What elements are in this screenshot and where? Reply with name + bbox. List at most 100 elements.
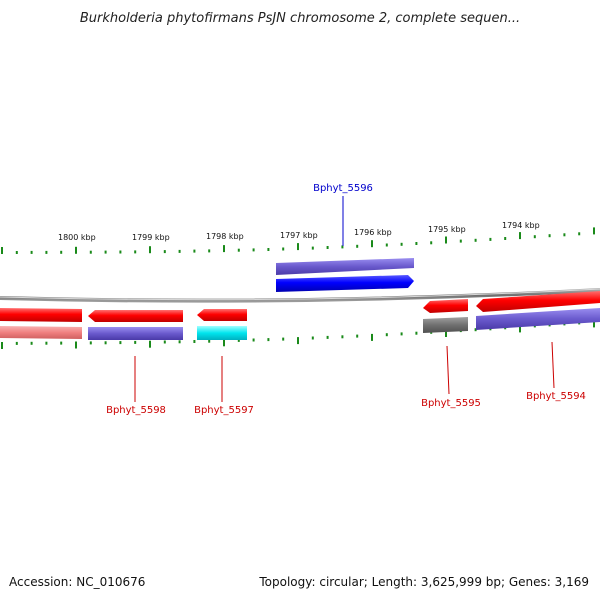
minor-tick [60,250,63,254]
major-tick [519,232,521,240]
minor-tick [356,244,359,248]
minor-tick [341,245,344,249]
gene-cds-bphyt-5594[interactable] [476,291,600,312]
minor-tick [237,248,240,252]
major-tick [445,236,447,244]
minor-tick [208,249,211,253]
gene-feature-partial-left[interactable] [0,326,82,339]
gene-labels: Bphyt_5596 Bphyt_5598 Bphyt_5597 Bphyt_5… [106,183,586,416]
major-tick [75,341,77,349]
forward-strand-features [276,258,414,292]
minor-tick [578,232,581,236]
gene-cds-bphyt-5598[interactable] [88,310,183,322]
scale-label-1798-kbp: 1798 kbp [206,232,244,241]
major-tick [75,246,77,254]
major-tick [223,339,225,347]
minor-tick [15,341,18,345]
scale-label-1799-kbp: 1799 kbp [132,233,170,242]
gene-label-bphyt-5597[interactable]: Bphyt_5597 [194,405,254,416]
minor-tick [311,246,314,250]
minor-tick [533,235,536,239]
major-tick [593,320,595,328]
gene-cds-bphyt-5596[interactable] [276,275,414,292]
gene-feature-bphyt-5594[interactable] [476,308,600,330]
minor-tick [252,338,255,342]
minor-tick [311,336,314,340]
minor-tick [356,334,359,338]
gene-feature-bphyt-5595[interactable] [423,317,468,333]
minor-tick [45,250,48,254]
minor-tick [474,328,477,332]
upper-scale-ticks [1,227,595,254]
major-tick [519,325,521,333]
scale-label-1794-kbp: 1794 kbp [502,221,540,230]
callout-line-bphyt-5594 [551,341,555,389]
minor-tick [163,340,166,344]
minor-tick [415,242,418,245]
major-tick [593,227,595,235]
major-tick [371,333,373,341]
gene-label-bphyt-5595[interactable]: Bphyt_5595 [421,398,481,409]
minor-tick [193,249,196,253]
gene-label-bphyt-5596[interactable]: Bphyt_5596 [313,183,373,194]
minor-tick [326,335,329,339]
minor-tick [237,338,240,342]
minor-tick [104,250,107,254]
minor-tick [400,242,403,246]
genome-summary-text: Topology: circular; Length: 3,625,999 bp… [259,575,589,589]
chromosome-backbone-highlight [0,288,600,301]
minor-tick [459,239,462,243]
minor-tick [282,337,285,341]
minor-tick [548,234,551,238]
chromosome-backbone [0,288,600,303]
minor-tick [193,340,196,343]
gene-feature-bphyt-5598[interactable] [88,327,183,340]
minor-tick [178,249,181,253]
accession-text: Accession: NC_010676 [9,575,146,589]
minor-tick [89,250,92,254]
major-tick [297,337,299,345]
minor-tick [178,340,181,344]
gene-label-bphyt-5598[interactable]: Bphyt_5598 [106,405,166,416]
gene-feature-bphyt-5596-upper[interactable] [276,258,414,275]
major-tick [371,240,373,248]
minor-tick [134,340,137,344]
scale-labels: 1800 kbp 1799 kbp 1798 kbp 1797 kbp 1796… [58,221,540,242]
minor-tick [563,233,566,237]
scale-label-1796-kbp: 1796 kbp [354,228,392,237]
minor-tick [119,341,122,345]
minor-tick [45,341,48,345]
gene-label-bphyt-5594[interactable]: Bphyt_5594 [526,391,586,402]
minor-tick [267,248,270,251]
gene-callouts [134,196,555,402]
minor-tick [504,237,507,240]
gene-cds-bphyt-5597[interactable] [197,309,247,321]
minor-tick [282,247,285,251]
minor-tick [134,250,137,254]
minor-tick [89,341,92,345]
gene-feature-bphyt-5597[interactable] [197,326,247,340]
minor-tick [385,243,388,247]
minor-tick [385,333,388,337]
minor-tick [30,341,33,345]
minor-tick [267,338,270,342]
major-tick [223,245,225,253]
gene-cds-partial-left[interactable] [0,308,82,322]
major-tick [1,342,3,349]
major-tick [445,330,447,337]
reverse-strand-features [0,291,600,340]
minor-tick [208,339,211,343]
gene-cds-bphyt-5595[interactable] [423,299,468,313]
minor-tick [60,341,63,345]
minor-tick [341,335,344,339]
minor-tick [415,331,418,335]
minor-tick [474,238,477,242]
map-title: Burkholderia phytofirmans PsJN chromosom… [79,11,521,26]
scale-label-1797-kbp: 1797 kbp [280,231,318,240]
major-tick [149,340,151,348]
minor-tick [400,332,403,336]
minor-tick [30,250,33,254]
scale-label-1795-kbp: 1795 kbp [428,225,466,234]
minor-tick [489,237,492,241]
